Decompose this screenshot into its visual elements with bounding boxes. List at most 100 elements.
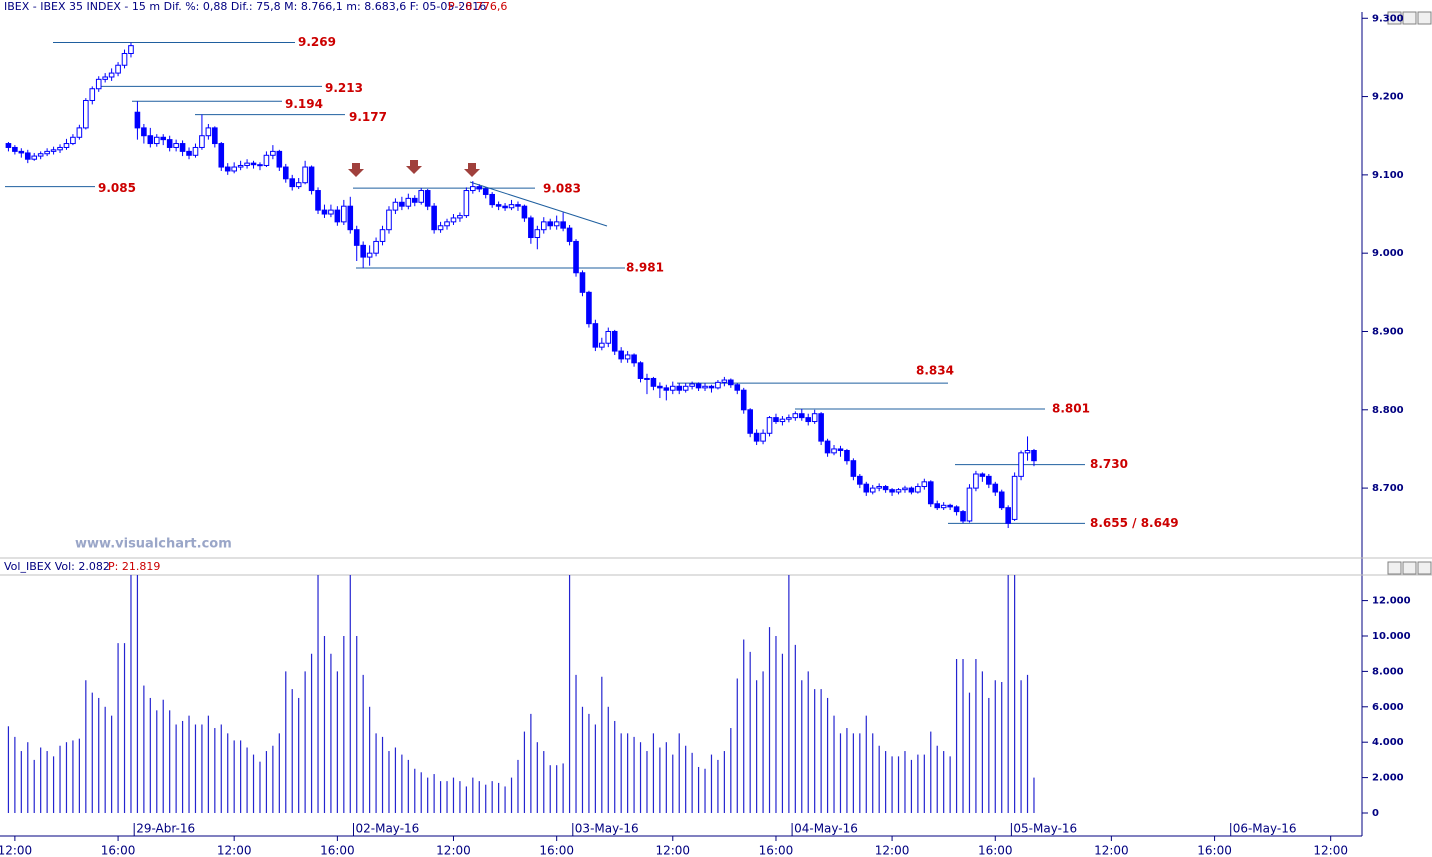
candle-body: [702, 385, 708, 389]
candle-body: [470, 186, 476, 192]
candle-body: [605, 330, 612, 344]
candle-body: [760, 432, 766, 442]
x-tick-label: 03-May-16: [575, 822, 639, 836]
candle-body: [695, 383, 702, 389]
candle-body: [31, 155, 38, 160]
candle-body: [173, 143, 179, 148]
candle-body: [753, 432, 760, 442]
candle-body: [1011, 475, 1018, 520]
button[interactable]: [1387, 561, 1402, 575]
candle-body: [205, 127, 212, 137]
candle-body: [966, 487, 973, 522]
candle-body: [179, 143, 186, 152]
candle-body: [902, 487, 908, 491]
candle-body: [728, 379, 734, 386]
candle-body: [631, 354, 637, 364]
x-tick-label: 12:00: [655, 844, 690, 857]
candle-body: [708, 385, 715, 389]
candle-body: [1005, 507, 1011, 524]
x-tick-label: 12:00: [0, 844, 32, 857]
volume-title: Vol_IBEX Vol: 2.082: [4, 560, 110, 573]
candle-body: [37, 153, 44, 157]
candle-body: [218, 143, 225, 168]
candle-body: [986, 475, 992, 485]
candle-body: [915, 486, 921, 493]
candle-body: [534, 229, 541, 239]
candle-body: [295, 182, 302, 188]
candle-body: [411, 197, 418, 203]
candle-body: [740, 389, 747, 411]
button[interactable]: [1387, 11, 1402, 25]
x-tick-label: 02-May-16: [356, 822, 420, 836]
level-label: 8.730: [1090, 457, 1128, 471]
candle-body: [282, 166, 289, 180]
candle-body: [63, 143, 70, 148]
candle-body: [444, 221, 450, 227]
candle-body: [270, 150, 276, 156]
candle-body: [379, 229, 386, 242]
candle-body: [482, 188, 489, 195]
candle-body: [998, 491, 1005, 509]
volume-bars: [7, 575, 1035, 813]
candle-body: [160, 136, 167, 141]
candle-body: [495, 204, 502, 207]
candle-body: [212, 127, 218, 145]
candle-body: [121, 53, 128, 66]
candle-body: [12, 146, 18, 152]
candle-body: [199, 135, 205, 148]
candle-body: [850, 460, 857, 477]
button[interactable]: [1402, 11, 1417, 25]
trend-line: [469, 181, 608, 227]
candle-body: [547, 221, 554, 227]
x-tick-label: 05-May-16: [1013, 822, 1077, 836]
level-label: 9.269: [298, 35, 336, 49]
candle-body: [592, 323, 599, 348]
y-tick-label: 8.900: [1372, 326, 1404, 337]
candle-body: [611, 330, 618, 352]
candle-body: [5, 143, 12, 148]
arrow: [406, 160, 422, 174]
candle-body: [186, 150, 192, 156]
chart-title: IBEX - IBEX 35 INDEX - 15 m Dif. %: 0,88…: [4, 0, 486, 13]
level-label: 9.213: [325, 81, 363, 95]
y-tick-label: 8.800: [1372, 405, 1404, 416]
candle-body: [857, 475, 863, 485]
candle-body: [637, 362, 644, 379]
candle-body: [347, 205, 354, 231]
candle-body: [424, 190, 431, 207]
candle-body: [321, 209, 328, 215]
candle-body: [386, 209, 392, 231]
candle-body: [521, 205, 528, 219]
candle-body: [811, 413, 818, 423]
candle-body: [553, 221, 560, 227]
candle-body: [973, 473, 979, 489]
candle-body: [560, 221, 566, 229]
level-label: 8.655 / 8.649: [1090, 516, 1179, 530]
window-buttons[interactable]: [1387, 11, 1432, 575]
candle-body: [392, 201, 399, 211]
x-tick-label: 16:00: [320, 844, 355, 857]
button[interactable]: [1402, 561, 1417, 575]
arrow: [464, 163, 480, 177]
candle-body: [244, 162, 250, 166]
candle-body: [599, 342, 605, 348]
candle-body: [863, 483, 870, 493]
candle-body: [650, 377, 657, 387]
candle-body: [399, 201, 405, 207]
candle-body: [889, 489, 895, 493]
candle-body: [1018, 452, 1024, 477]
button[interactable]: [1417, 561, 1432, 575]
candle-body: [805, 417, 812, 423]
y-tick-label: 9.100: [1372, 170, 1404, 181]
candle-body: [250, 162, 257, 166]
candle-body: [502, 205, 508, 209]
candle-body: [44, 150, 50, 155]
candle-body: [895, 489, 902, 493]
candle-body: [315, 190, 321, 211]
candle-body: [353, 229, 360, 246]
candle-body: [747, 409, 753, 434]
candle-body: [682, 385, 689, 391]
button[interactable]: [1417, 11, 1432, 25]
candle-body: [921, 481, 928, 488]
candle-body: [676, 385, 683, 391]
